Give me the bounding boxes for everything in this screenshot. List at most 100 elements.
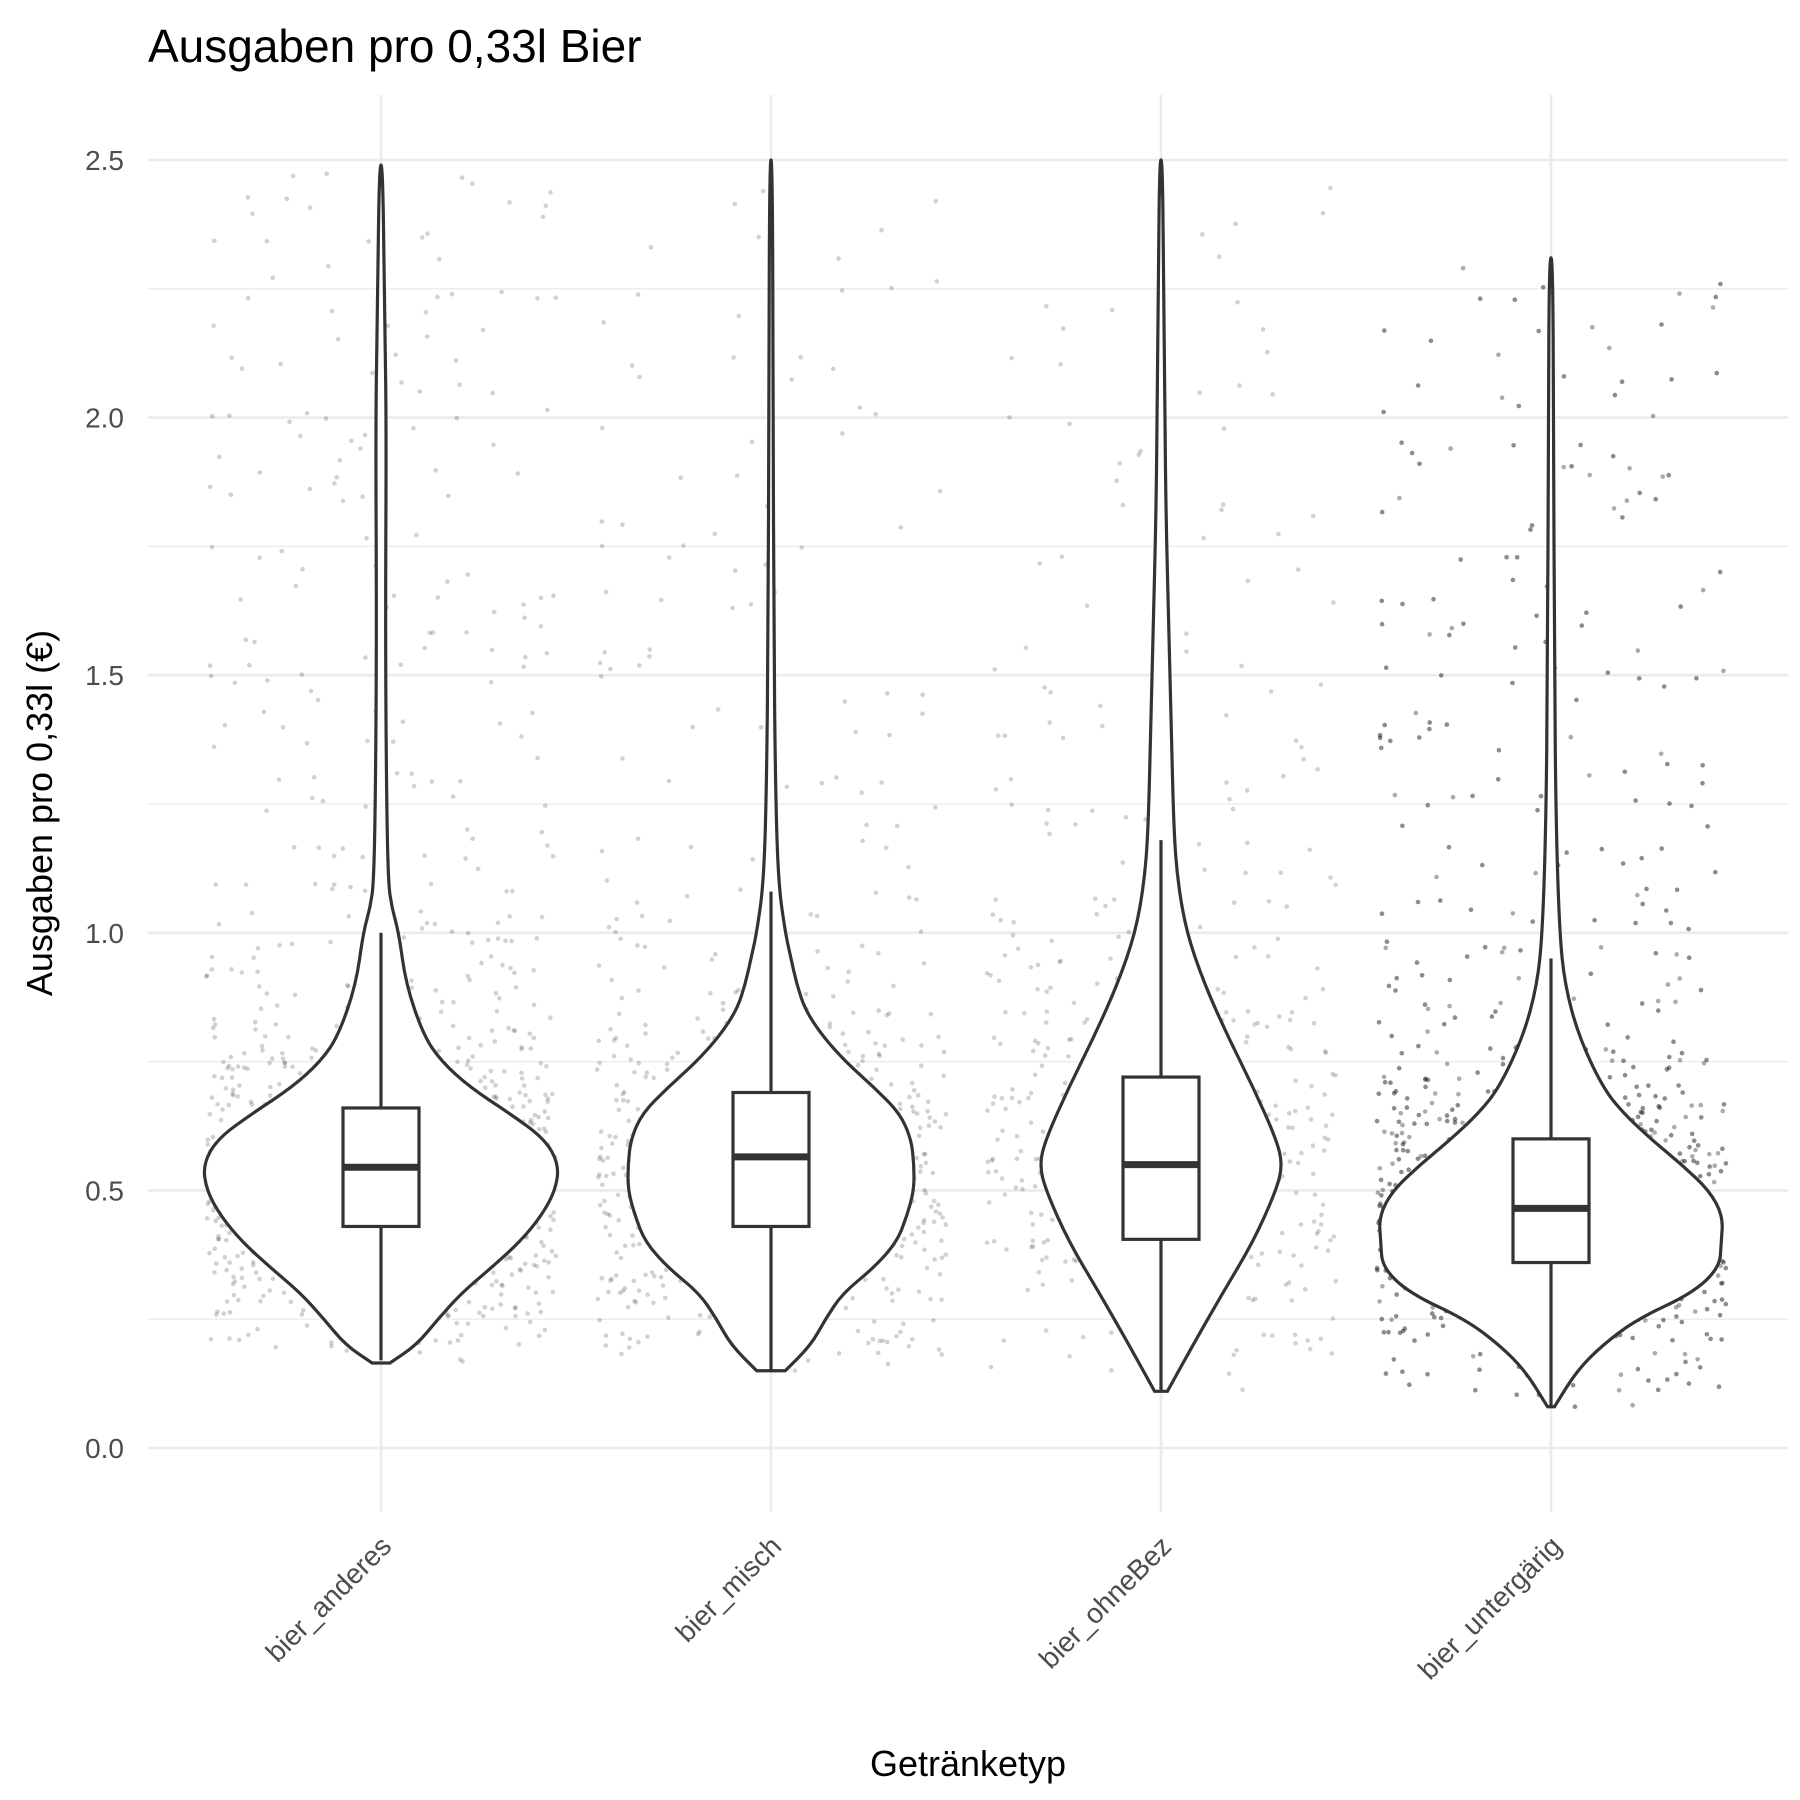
jitter-point xyxy=(1383,665,1389,670)
jitter-point xyxy=(1407,1382,1412,1387)
jitter-point xyxy=(1427,632,1432,637)
jitter-point xyxy=(437,256,442,262)
jitter-point xyxy=(1510,911,1516,916)
jitter-point xyxy=(508,965,513,971)
jitter-point xyxy=(990,912,996,917)
jitter-point xyxy=(536,1126,542,1132)
jitter-point xyxy=(697,1312,703,1318)
jitter-point xyxy=(1417,735,1422,740)
jitter-point xyxy=(227,413,232,418)
jitter-point xyxy=(478,1042,483,1048)
jitter-point xyxy=(1325,1137,1331,1142)
jitter-point xyxy=(1639,855,1644,861)
jitter-point xyxy=(1400,823,1405,829)
jitter-point xyxy=(1425,1332,1430,1337)
jitter-point xyxy=(1529,523,1535,528)
jitter-point xyxy=(1700,587,1706,593)
jitter-point xyxy=(1635,1114,1641,1120)
jitter-point xyxy=(1011,920,1016,925)
jitter-point xyxy=(253,1027,258,1032)
jitter-point xyxy=(632,1070,637,1075)
jitter-point xyxy=(1028,1090,1034,1096)
jitter-point xyxy=(897,1101,903,1107)
jitter-point xyxy=(993,787,999,792)
jitter-point xyxy=(1631,1064,1636,1070)
jitter-point xyxy=(1282,1151,1287,1157)
jitter-point xyxy=(1514,555,1520,560)
jitter-point xyxy=(1331,1234,1337,1239)
jitter-point xyxy=(1438,898,1443,903)
jitter-point xyxy=(1396,1119,1402,1125)
jitter-point xyxy=(731,355,736,360)
jitter-point xyxy=(265,678,270,683)
jitter-point xyxy=(468,1066,473,1071)
jitter-point xyxy=(1598,945,1604,950)
jitter-point xyxy=(1196,841,1202,847)
jitter-point xyxy=(527,1319,533,1325)
jitter-point xyxy=(1030,1222,1036,1227)
jitter-point xyxy=(899,1243,905,1249)
jitter-point xyxy=(708,990,713,996)
jitter-point xyxy=(1635,892,1640,898)
jitter-point xyxy=(939,1255,945,1261)
jitter-point xyxy=(281,1290,287,1296)
jitter-point xyxy=(1667,801,1672,806)
jitter-point xyxy=(1564,850,1569,855)
jitter-point xyxy=(920,692,925,697)
jitter-point xyxy=(525,1311,530,1316)
jitter-point xyxy=(409,771,415,776)
jitter-point xyxy=(866,1340,871,1346)
jitter-point xyxy=(400,719,406,724)
jitter-point xyxy=(475,866,481,872)
jitter-point xyxy=(1620,515,1625,520)
jitter-point xyxy=(1318,682,1324,687)
jitter-point xyxy=(1381,1330,1387,1335)
jitter-point xyxy=(365,738,370,744)
jitter-point xyxy=(1612,392,1618,398)
jitter-point xyxy=(1221,426,1227,431)
jitter-point xyxy=(1116,934,1121,940)
jitter-point xyxy=(210,413,215,419)
jitter-point xyxy=(605,1211,611,1217)
jitter-point xyxy=(1674,1314,1679,1319)
jitter-point xyxy=(391,593,397,598)
jitter-point xyxy=(995,1137,1000,1142)
jitter-point xyxy=(548,1015,553,1020)
jitter-point xyxy=(875,1350,881,1356)
jitter-point xyxy=(926,1123,932,1129)
jitter-point xyxy=(1677,291,1682,296)
jitter-point xyxy=(298,433,303,439)
jitter-point xyxy=(1379,1193,1384,1198)
jitter-point xyxy=(932,1257,937,1262)
jitter-point xyxy=(667,918,673,924)
jitter-point xyxy=(1644,886,1649,892)
jitter-point xyxy=(1633,920,1638,926)
jitter-point xyxy=(237,1083,242,1088)
jitter-point xyxy=(840,431,845,436)
jitter-point xyxy=(1698,1102,1704,1108)
jitter-point xyxy=(1665,761,1670,767)
jitter-point xyxy=(814,913,820,919)
jitter-point xyxy=(1689,803,1694,809)
jitter-point xyxy=(1672,1124,1677,1130)
jitter-point xyxy=(299,672,305,677)
jitter-point xyxy=(1679,1050,1685,1056)
jitter-point xyxy=(1498,1000,1503,1006)
jitter-point xyxy=(1500,1061,1506,1067)
jitter-point xyxy=(1723,1301,1729,1307)
jitter-point xyxy=(1707,1151,1712,1157)
jitter-point xyxy=(331,853,337,859)
jitter-point xyxy=(1705,824,1710,829)
jitter-point xyxy=(1634,1084,1639,1089)
jitter-point xyxy=(1387,1181,1392,1187)
jitter-point xyxy=(1289,1298,1295,1303)
jitter-point xyxy=(1638,1109,1644,1115)
jitter-point xyxy=(1574,697,1579,703)
jitter-point xyxy=(611,1171,616,1177)
jitter-point xyxy=(851,1010,856,1016)
jitter-point xyxy=(1456,1076,1462,1081)
jitter-point xyxy=(1415,1156,1421,1162)
jitter-point xyxy=(876,1051,881,1057)
jitter-point xyxy=(1039,1212,1044,1217)
jitter-point xyxy=(1428,338,1434,344)
